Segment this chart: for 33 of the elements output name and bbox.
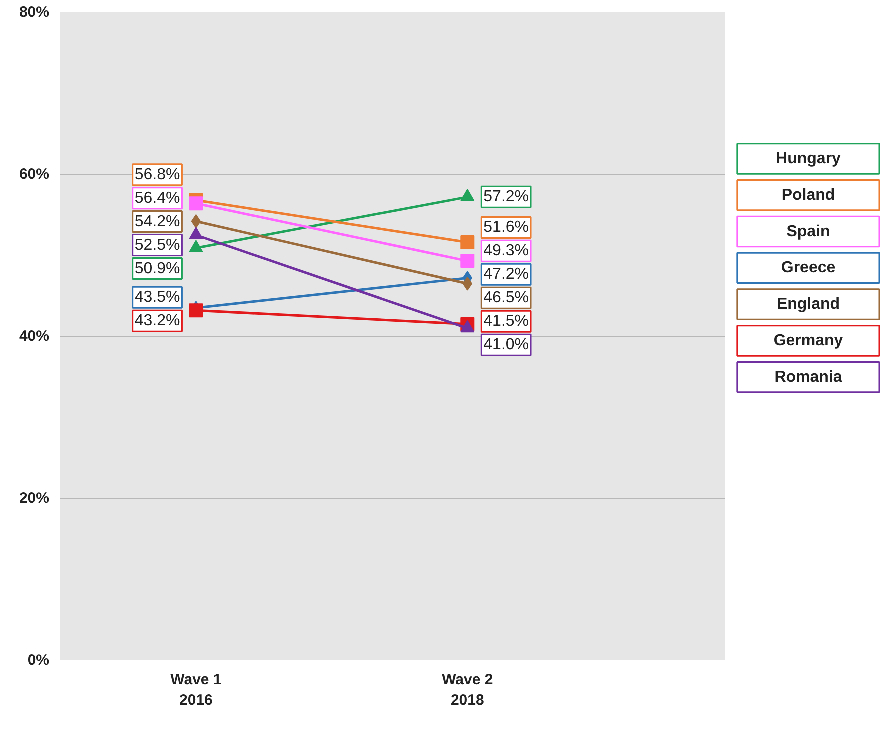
y-tick-label: 60% [19,166,50,183]
x-tick-label: Wave 1 2016 [170,672,222,709]
data-label: 51.6% [484,219,530,236]
data-label: 56.4% [134,190,180,207]
data-label: 46.5% [484,290,530,307]
y-tick-label: 20% [19,490,50,507]
data-label: 57.2% [484,188,530,206]
point [189,304,204,318]
text: Greece [781,260,836,277]
text: Poland [782,186,836,204]
point [460,254,475,268]
point [191,214,202,228]
text: Spain [786,223,830,240]
y-tick-label: 80% [19,4,50,21]
x-tick-label: Wave 2 2018 [442,672,494,709]
data-label: 52.5% [134,236,180,254]
data-label: 43.5% [134,289,180,306]
data-label: 43.2% [134,312,180,330]
y-tick-label: 40% [19,328,50,345]
text: Hungary [776,150,842,168]
data-label: 41.0% [484,336,530,354]
text: England [776,296,840,314]
data-label: 47.2% [484,266,530,284]
text: Romania [774,368,842,386]
data-label: 49.3% [484,242,530,260]
y-tick-label: 0% [28,652,50,669]
data-label: 56.8% [134,166,180,184]
data-label: 41.5% [484,313,530,330]
data-label: 50.9% [134,260,180,278]
text: Germany [774,332,844,350]
point [460,236,475,250]
point [189,196,204,211]
data-label: 54.2% [134,213,180,230]
